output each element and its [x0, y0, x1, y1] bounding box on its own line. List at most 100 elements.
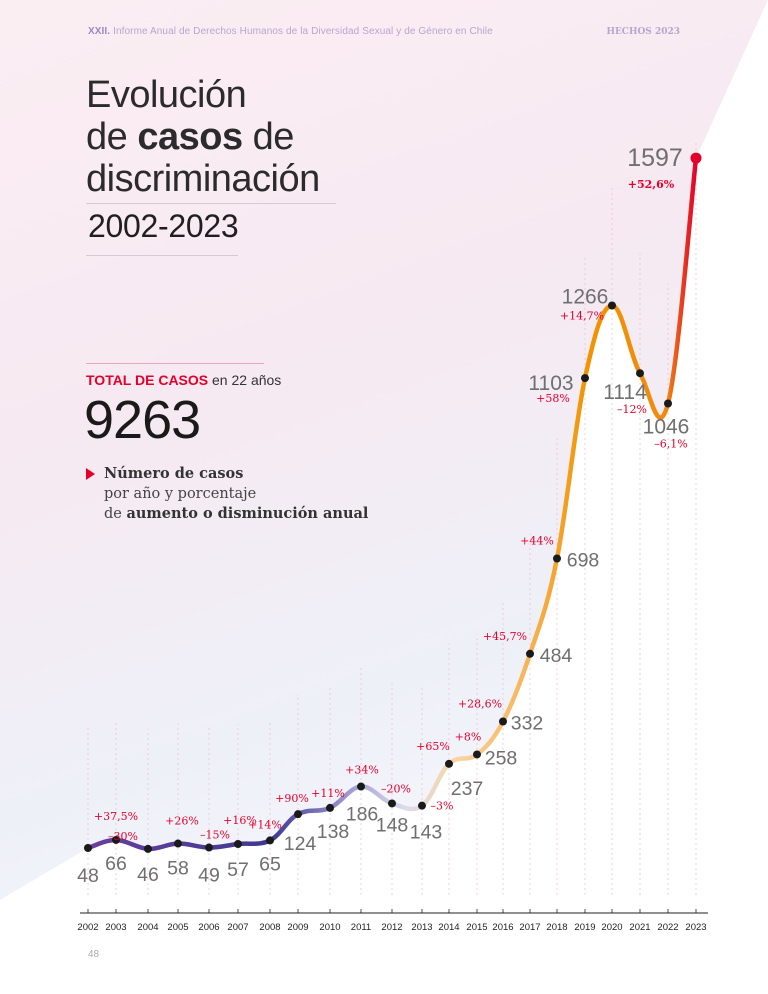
x-tick-label-2011: 2011: [351, 922, 371, 933]
x-tick-label-2005: 2005: [167, 922, 188, 933]
data-point-2012: [388, 799, 396, 808]
series-number: XXII.: [88, 26, 111, 37]
value-label-2015: 258: [485, 747, 518, 769]
percent-label-2016: +28,6%: [458, 698, 502, 711]
x-tick-label-2004: 2004: [137, 922, 158, 933]
year-range: 2002-2023: [88, 208, 239, 244]
percent-label-2020: +14,7%: [560, 310, 604, 323]
x-tick-label-2008: 2008: [259, 922, 280, 933]
data-point-2013: [418, 801, 426, 810]
x-tick-label-2018: 2018: [546, 922, 567, 933]
percent-label-2004: –30%: [108, 830, 138, 843]
data-point-2003: [112, 835, 120, 844]
value-label-2002: 48: [77, 865, 99, 887]
data-point-2019: [581, 374, 589, 383]
percent-label-2005: +26%: [165, 815, 199, 828]
x-tick-label-2006: 2006: [198, 922, 219, 933]
value-label-2011: 186: [346, 804, 379, 826]
data-point-2016: [499, 717, 507, 726]
value-label-2007: 57: [227, 859, 249, 881]
data-point-2006: [205, 843, 213, 852]
data-point-2011: [357, 782, 365, 791]
data-point-2018: [553, 554, 561, 563]
x-tick-label-2016: 2016: [492, 922, 513, 933]
x-tick-label-2020: 2020: [601, 922, 622, 933]
x-tick-label-2019: 2019: [574, 922, 595, 933]
title-emphasis: casos: [137, 116, 243, 158]
percent-label-2015: +8%: [455, 730, 482, 743]
data-point-2022: [664, 399, 672, 408]
x-tick-label-2014: 2014: [438, 922, 459, 933]
value-label-2021: 1114: [603, 381, 647, 404]
data-point-2009: [294, 810, 302, 819]
percent-label-2009: +90%: [275, 792, 309, 805]
total-label-bold: TOTAL DE CASOS: [86, 372, 209, 388]
x-tick-label-2007: 2007: [227, 922, 248, 933]
x-tick-label-2023: 2023: [685, 922, 706, 933]
data-point-2007: [234, 839, 242, 848]
percent-label-2011: +34%: [345, 764, 379, 777]
percent-label-2022: –6,1%: [654, 437, 687, 450]
value-label-2008: 65: [259, 853, 281, 875]
value-label-2004: 46: [137, 864, 159, 886]
x-tick-label-2012: 2012: [381, 922, 402, 933]
total-value: 9263: [84, 390, 201, 450]
x-tick-label-2003: 2003: [105, 922, 126, 933]
data-point-2005: [174, 839, 182, 848]
title-line-1: Evolución: [86, 74, 247, 116]
value-label-2012: 148: [376, 814, 409, 836]
value-label-2005: 58: [167, 858, 189, 880]
value-label-2006: 49: [198, 865, 220, 887]
x-tick-label-2013: 2013: [411, 922, 432, 933]
x-tick-label-2022: 2022: [657, 922, 678, 933]
percent-label-2006: –15%: [200, 829, 230, 842]
percent-label-2021: –12%: [617, 403, 647, 416]
data-point-2008: [266, 836, 274, 845]
percent-label-2003: +37,5%: [94, 810, 138, 823]
page-number: 48: [88, 949, 100, 960]
value-label-2019: 1103: [528, 372, 573, 395]
page-title: Evolución de casos de discriminación: [86, 74, 320, 200]
legend-line-3: de aumento o disminución anual: [104, 505, 369, 522]
percent-label-2012: –20%: [381, 782, 411, 795]
total-label-rest: en 22 años: [212, 372, 282, 388]
report-title: Informe Anual de Derechos Humanos de la …: [113, 26, 493, 37]
title-divider: [86, 203, 336, 204]
percent-label-2018: +44%: [520, 534, 554, 547]
value-label-2009: 124: [284, 833, 317, 855]
title-line-2: de casos de: [86, 116, 294, 158]
total-label: TOTAL DE CASOS en 22 años: [86, 372, 281, 388]
data-point-2023: [690, 152, 702, 164]
data-point-2014: [445, 759, 453, 768]
percent-label-2007: +16%: [223, 814, 257, 827]
percent-label-2019: +58%: [536, 392, 570, 405]
value-label-2017: 484: [540, 645, 573, 667]
data-point-2004: [144, 844, 152, 853]
value-label-2022: 1046: [643, 415, 690, 438]
value-label-2016: 332: [511, 713, 544, 735]
percent-label-2017: +45,7%: [483, 630, 527, 643]
chart-legend: Número de casos por año y porcentaje de …: [104, 464, 368, 524]
title-line-3: discriminación: [86, 158, 320, 200]
data-point-2015: [473, 750, 481, 759]
data-point-2021: [636, 369, 644, 378]
data-point-2010: [326, 803, 334, 812]
value-label-2023: 1597: [627, 144, 683, 172]
percent-label-2008: +14%: [248, 818, 282, 831]
value-label-2003: 66: [105, 853, 127, 875]
report-header: XXII. Informe Anual de Derechos Humanos …: [88, 26, 493, 37]
data-point-2002: [84, 844, 92, 852]
legend-line-2: por año y porcentaje: [104, 486, 257, 502]
value-label-2013: 143: [410, 822, 443, 844]
x-tick-label-2015: 2015: [466, 922, 487, 933]
percent-label-2023: +52,6%: [628, 178, 675, 191]
x-tick-label-2010: 2010: [319, 922, 340, 933]
value-label-2018: 698: [567, 549, 600, 571]
value-label-2014: 237: [451, 778, 484, 800]
percent-label-2010: +11%: [311, 787, 345, 800]
section-label: HECHOS 2023: [606, 27, 680, 37]
value-label-2020: 1266: [562, 286, 609, 309]
data-point-2017: [526, 649, 534, 658]
data-point-2020: [608, 301, 616, 310]
